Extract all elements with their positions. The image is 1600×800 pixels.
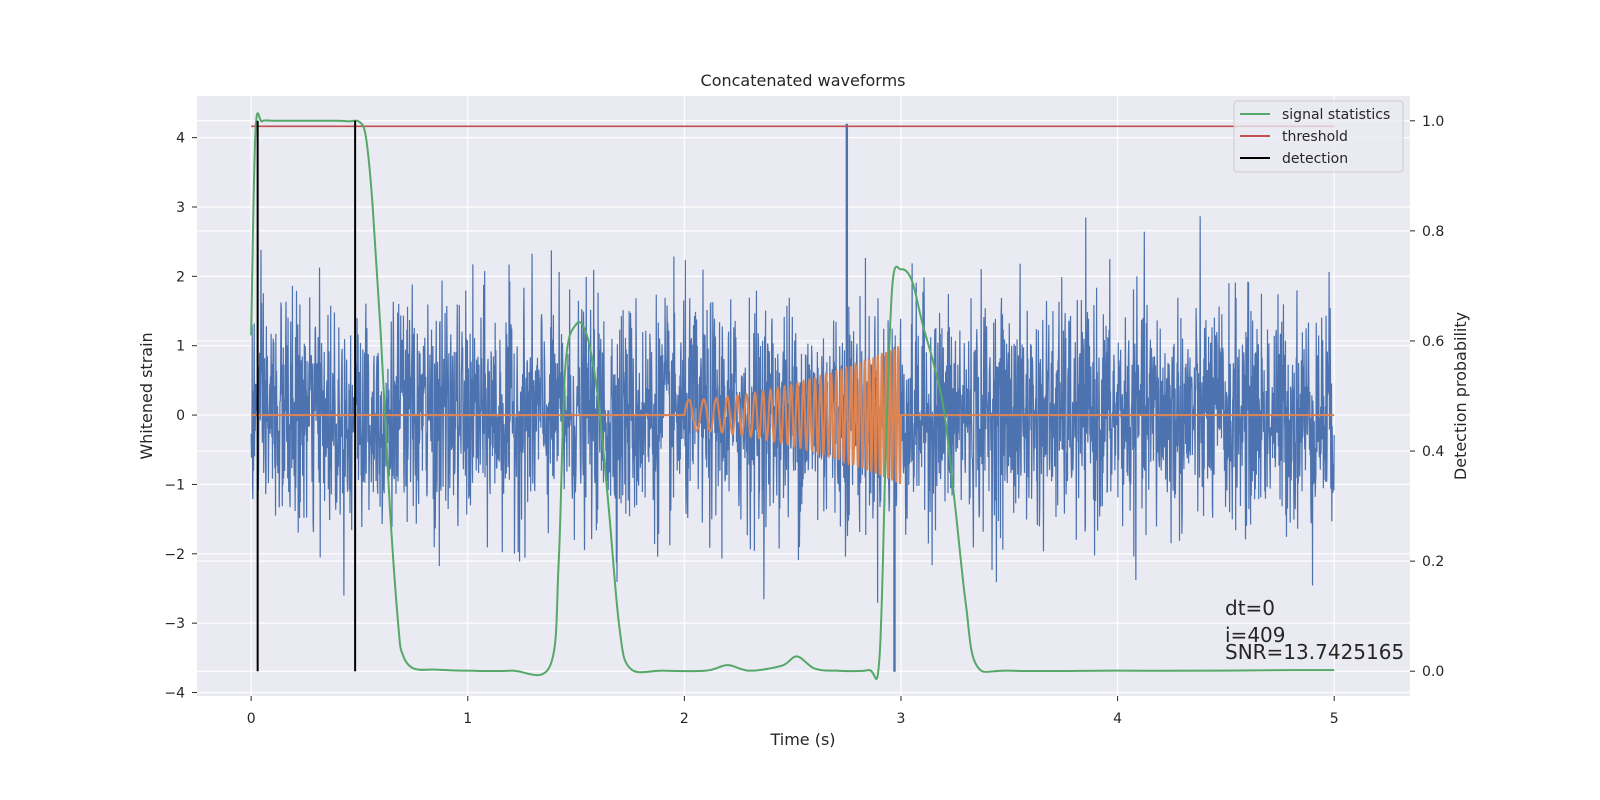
x-axis-label: Time (s) [769, 730, 835, 749]
injection-chirp-line [251, 345, 1335, 485]
legend-label-signal-statistics: signal statistics [1282, 107, 1390, 123]
y-tick-label-left: 1 [176, 339, 185, 355]
annotation-dt: dt=0 [1225, 596, 1275, 620]
series-layer [250, 112, 1335, 680]
y-axis-label-right: Detection probability [1451, 312, 1470, 480]
x-tick-label: 0 [247, 711, 256, 727]
y-tick-label-right: 0.6 [1422, 334, 1444, 350]
y-ticks-left: −4 −3 −2 −1 0 1 2 3 4 [164, 131, 197, 702]
legend-box [1233, 100, 1404, 173]
y-axis-label-left: Whitened strain [137, 332, 156, 459]
y-ticks-right: 0.0 0.2 0.4 0.6 0.8 1.0 [1410, 114, 1444, 680]
y-tick-label-left: 2 [176, 269, 185, 285]
y-tick-label-left: 3 [176, 200, 185, 216]
annotation-snr: SNR=13.7425165 [1225, 640, 1404, 664]
y-tick-label-right: 0.4 [1422, 444, 1444, 460]
y-tick-label-right: 0.8 [1422, 224, 1444, 240]
x-tick-label: 4 [1113, 711, 1122, 727]
y-tick-label-left: −2 [164, 547, 185, 563]
chart-title: Concatenated waveforms [701, 71, 906, 90]
x-tick-label: 2 [680, 711, 689, 727]
x-tick-label: 3 [897, 711, 906, 727]
signal-statistics-line [250, 112, 1335, 680]
y-tick-label-left: −3 [164, 616, 185, 632]
y-tick-label-left: 0 [176, 408, 185, 424]
x-tick-label: 5 [1330, 711, 1339, 727]
legend: signal statistics threshold detection [1233, 100, 1404, 173]
annotation-index: i=409 [1225, 623, 1286, 647]
x-tick-label: 1 [463, 711, 472, 727]
y-tick-label-left: −4 [164, 686, 185, 702]
y-tick-label-left: 4 [176, 131, 185, 147]
y-tick-label-right: 1.0 [1422, 114, 1444, 130]
legend-label-detection: detection [1282, 151, 1348, 167]
y-tick-label-right: 0.0 [1422, 664, 1444, 680]
y-tick-label-right: 0.2 [1422, 554, 1444, 570]
legend-label-threshold: threshold [1282, 129, 1348, 145]
x-ticks: 0 1 2 3 4 5 [247, 696, 1339, 727]
y-tick-label-left: −1 [164, 477, 185, 493]
